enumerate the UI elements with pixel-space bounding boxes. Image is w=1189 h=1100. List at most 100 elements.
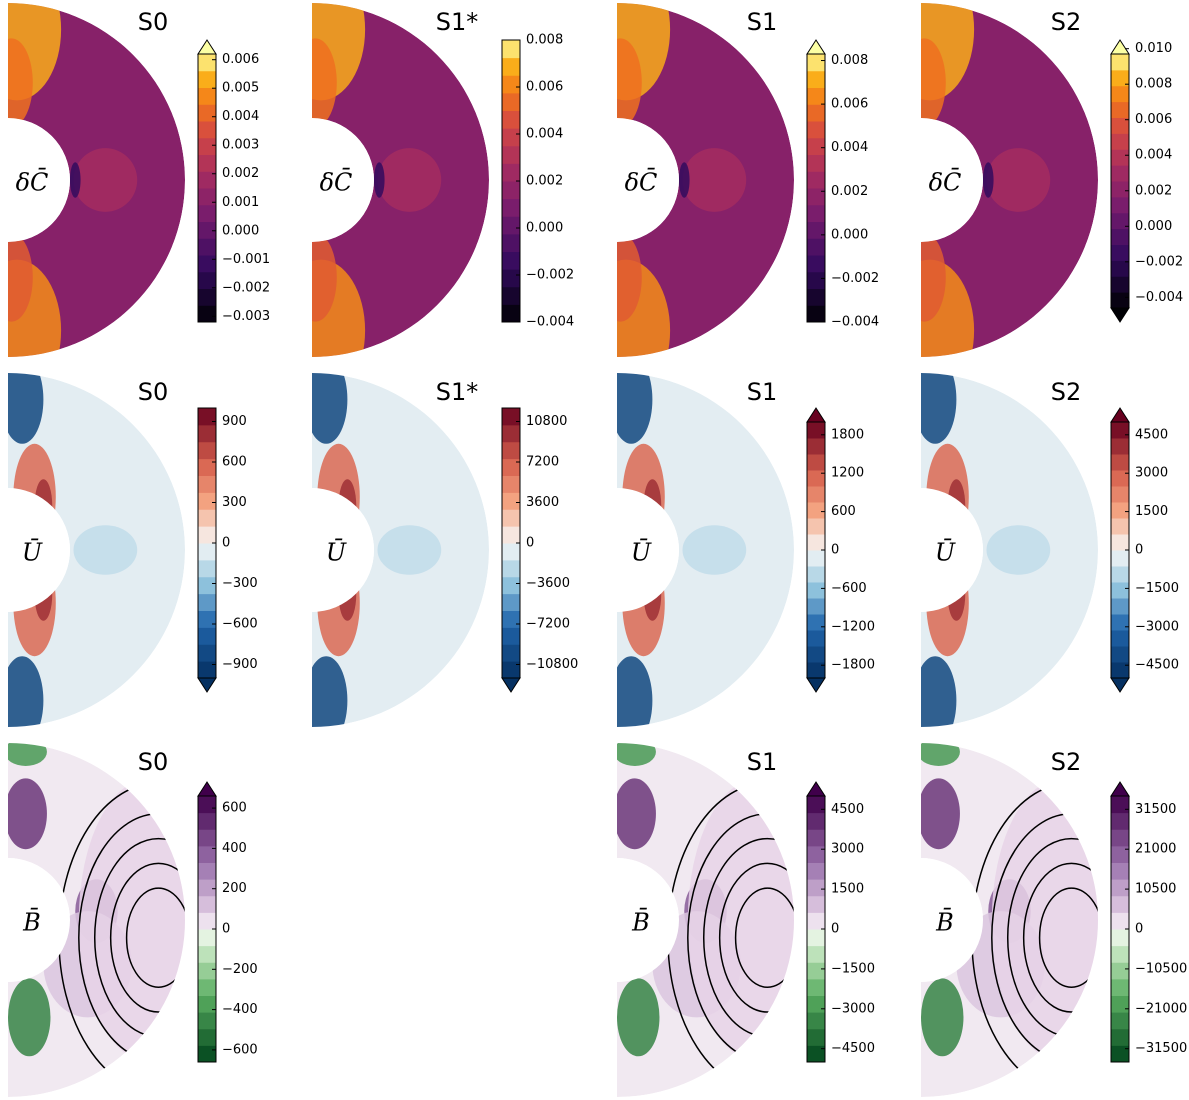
colorbar-band	[198, 87, 216, 105]
colorbar-band	[502, 593, 520, 611]
field-region	[377, 525, 442, 575]
colorbar-tick-label: −3000	[1135, 619, 1179, 634]
colorbar-band	[198, 796, 216, 814]
field-region	[78, 778, 185, 1062]
colorbar-band	[502, 304, 520, 323]
field-region	[921, 3, 975, 101]
field	[921, 3, 1098, 357]
variable-label: δC̄	[320, 168, 353, 196]
colorbar-band	[807, 87, 825, 105]
colorbar-tick-label: 3000	[1135, 466, 1168, 481]
field-region	[34, 479, 53, 533]
colorbar-band	[1111, 260, 1129, 277]
field	[617, 743, 794, 1097]
colorbar-tick-label: 600	[222, 455, 247, 470]
field-region	[617, 3, 671, 101]
field	[617, 373, 794, 727]
colorbar-band	[198, 812, 216, 830]
colorbar-band	[502, 644, 520, 662]
colorbar-tick-label: 0.004	[831, 140, 868, 155]
colorbar-band	[198, 1012, 216, 1030]
colorbar-band	[198, 929, 216, 947]
colorbar-tick-label: 0.006	[1135, 112, 1172, 127]
colorbar-band	[198, 271, 216, 289]
field-region	[682, 525, 747, 575]
colorbar-tick-label: −4500	[831, 1041, 875, 1056]
colorbar-band	[807, 288, 825, 306]
field-region	[921, 743, 960, 767]
colorbar-tick-label: −7200	[526, 617, 570, 632]
colorbar-band	[198, 644, 216, 662]
colorbar-tick-label: 0.002	[1135, 183, 1172, 198]
variable-label: B̄	[935, 908, 954, 936]
colorbar-tick-label: 1500	[1135, 504, 1168, 519]
colorbar-band	[502, 286, 520, 305]
colorbar-tick-label: 1500	[831, 882, 864, 897]
colorbar-tick-label: −600	[831, 581, 867, 596]
colorbar-tick-label: −0.002	[526, 268, 574, 283]
colorbar-band	[807, 137, 825, 155]
colorbar-band	[198, 54, 216, 72]
colorbar-band	[807, 154, 825, 172]
colorbar-band	[807, 978, 825, 996]
colorbar-tick-label: 0.002	[526, 174, 563, 189]
colorbar-tick-label: 0.004	[222, 109, 259, 124]
colorbar-tick-label: −0.004	[526, 315, 574, 330]
colorbar-extend	[197, 677, 217, 693]
colorbar-band	[807, 104, 825, 122]
field	[312, 3, 489, 357]
colorbar-band	[1111, 566, 1129, 583]
colorbar-band	[502, 269, 520, 288]
colorbar-band	[807, 862, 825, 880]
colorbar-band	[198, 543, 216, 561]
colorbar-band	[1111, 1028, 1129, 1046]
colorbar-tick-label: 400	[222, 841, 247, 856]
colorbar-tick-label: 900	[222, 414, 247, 429]
colorbar-band	[198, 995, 216, 1013]
colorbar-tick-label: 0.006	[831, 97, 868, 112]
field-region	[8, 373, 44, 444]
colorbar-frame	[1110, 53, 1130, 309]
colorbar-band	[198, 408, 216, 426]
field-region	[678, 162, 690, 198]
colorbar-band	[502, 475, 520, 493]
colorbar-band	[198, 492, 216, 510]
colorbar-band	[198, 661, 216, 679]
field-region	[617, 978, 660, 1057]
colorbar-extend	[1110, 781, 1130, 797]
colorbar-tick-label: 0.008	[526, 33, 563, 48]
colorbar-band	[198, 845, 216, 863]
colorbar-band	[198, 627, 216, 645]
colorbar-band	[807, 204, 825, 222]
field-region	[986, 148, 1051, 212]
colorbar-band	[1111, 534, 1129, 551]
field	[617, 3, 794, 357]
field-region	[617, 373, 653, 444]
variable-label: Ū	[22, 539, 43, 567]
colorbar-band	[198, 576, 216, 595]
colorbar-band	[1111, 470, 1129, 487]
field-region	[8, 233, 33, 322]
colorbar-band	[1111, 276, 1129, 293]
field-region	[982, 162, 994, 198]
colorbar-tick-label: −0.002	[1135, 254, 1183, 269]
colorbar-band	[807, 879, 825, 897]
colorbar-band	[198, 288, 216, 306]
colorbar-band	[807, 796, 825, 814]
colorbar-band	[198, 879, 216, 897]
variable-label: Ū	[326, 539, 347, 567]
colorbar-tick-label: 0.000	[526, 221, 563, 236]
panel-title: S0	[138, 8, 169, 36]
field-region	[921, 978, 964, 1057]
colorbar-tick-label: 0.005	[222, 81, 259, 96]
colorbar-tick-label: 0.002	[831, 184, 868, 199]
colorbar-band	[502, 181, 520, 200]
colorbar-tick-label: 300	[222, 495, 247, 510]
colorbar-tick-label: 7200	[526, 455, 559, 470]
colorbar-band	[1111, 845, 1129, 863]
colorbar-tick-label: 0.010	[1135, 41, 1172, 56]
colorbar-band	[198, 70, 216, 88]
colorbar-band	[198, 305, 216, 323]
colorbar-band	[807, 271, 825, 289]
colorbar-band	[502, 492, 520, 510]
